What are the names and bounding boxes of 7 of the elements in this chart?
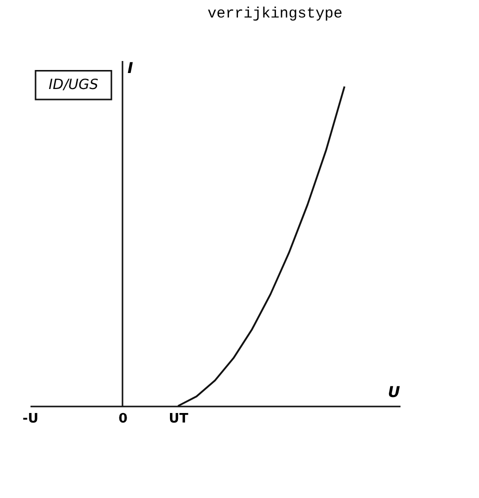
x-tick-label: -U [22, 412, 38, 426]
annotation: ID/UGS [48, 77, 98, 94]
x-tick-label: 0 [118, 412, 128, 426]
chart-title: verrijkingstype [207, 5, 343, 22]
x-axis-title: U [388, 383, 400, 401]
y-axis-title: I [128, 59, 134, 77]
x-tick-label: UT [168, 412, 188, 426]
